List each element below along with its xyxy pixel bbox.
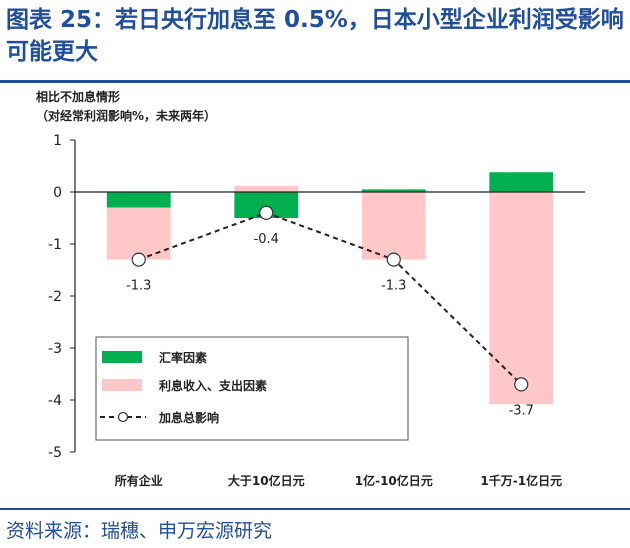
point-total-impact xyxy=(131,252,146,267)
y-axis-sublabel: （对经常利润影响%，未来两年） xyxy=(36,108,216,123)
legend-swatch-fx xyxy=(102,351,142,363)
bar-interest-factor xyxy=(361,192,426,260)
y-tick-label: 0 xyxy=(53,185,62,201)
legend-swatch-interest xyxy=(102,379,142,391)
y-tick-label: 1 xyxy=(53,133,62,149)
data-label: -1.3 xyxy=(381,279,406,294)
y-tick-label: -3 xyxy=(48,341,62,357)
title-divider xyxy=(0,80,630,83)
legend-swatch-total-marker xyxy=(117,411,129,423)
bar-interest-factor xyxy=(234,185,299,192)
chart-title: 图表 25：若日央行加息至 0.5%，日本小型企业利润受影响可能更大 xyxy=(6,7,624,65)
x-tick-label: 1千万-1亿日元 xyxy=(480,473,562,488)
y-tick-label: -2 xyxy=(48,289,62,305)
bar-fx-factor xyxy=(361,189,426,192)
bar-fx-factor xyxy=(106,192,171,208)
source-divider xyxy=(0,508,630,510)
bar-fx-factor xyxy=(489,172,554,192)
y-tick-label: -5 xyxy=(48,445,62,461)
legend-label: 汇率因素 xyxy=(159,350,207,365)
source-note: 资料来源：瑞穗、申万宏源研究 xyxy=(6,520,273,542)
legend-label: 利息收入、支出因素 xyxy=(159,378,267,393)
data-label: -3.7 xyxy=(509,403,534,418)
x-tick-label: 大于10亿日元 xyxy=(228,473,305,488)
bar-interest-factor xyxy=(489,192,554,405)
y-axis-label: 相比不加息情形 xyxy=(36,89,120,104)
y-tick-label: -4 xyxy=(48,393,62,409)
point-total-impact xyxy=(514,377,529,392)
y-tick-label: -1 xyxy=(48,237,62,253)
x-tick-label: 所有企业 xyxy=(115,473,163,488)
line-total-impact xyxy=(138,211,522,386)
point-total-impact xyxy=(386,252,401,267)
data-label: -1.3 xyxy=(126,279,151,294)
legend-box xyxy=(95,336,409,441)
bar-interest-factor xyxy=(106,207,171,260)
data-label: -0.4 xyxy=(254,232,279,247)
legend-label: 加息总影响 xyxy=(158,410,219,425)
x-tick-label: 1亿-10亿日元 xyxy=(355,473,433,488)
point-total-impact xyxy=(259,205,274,220)
